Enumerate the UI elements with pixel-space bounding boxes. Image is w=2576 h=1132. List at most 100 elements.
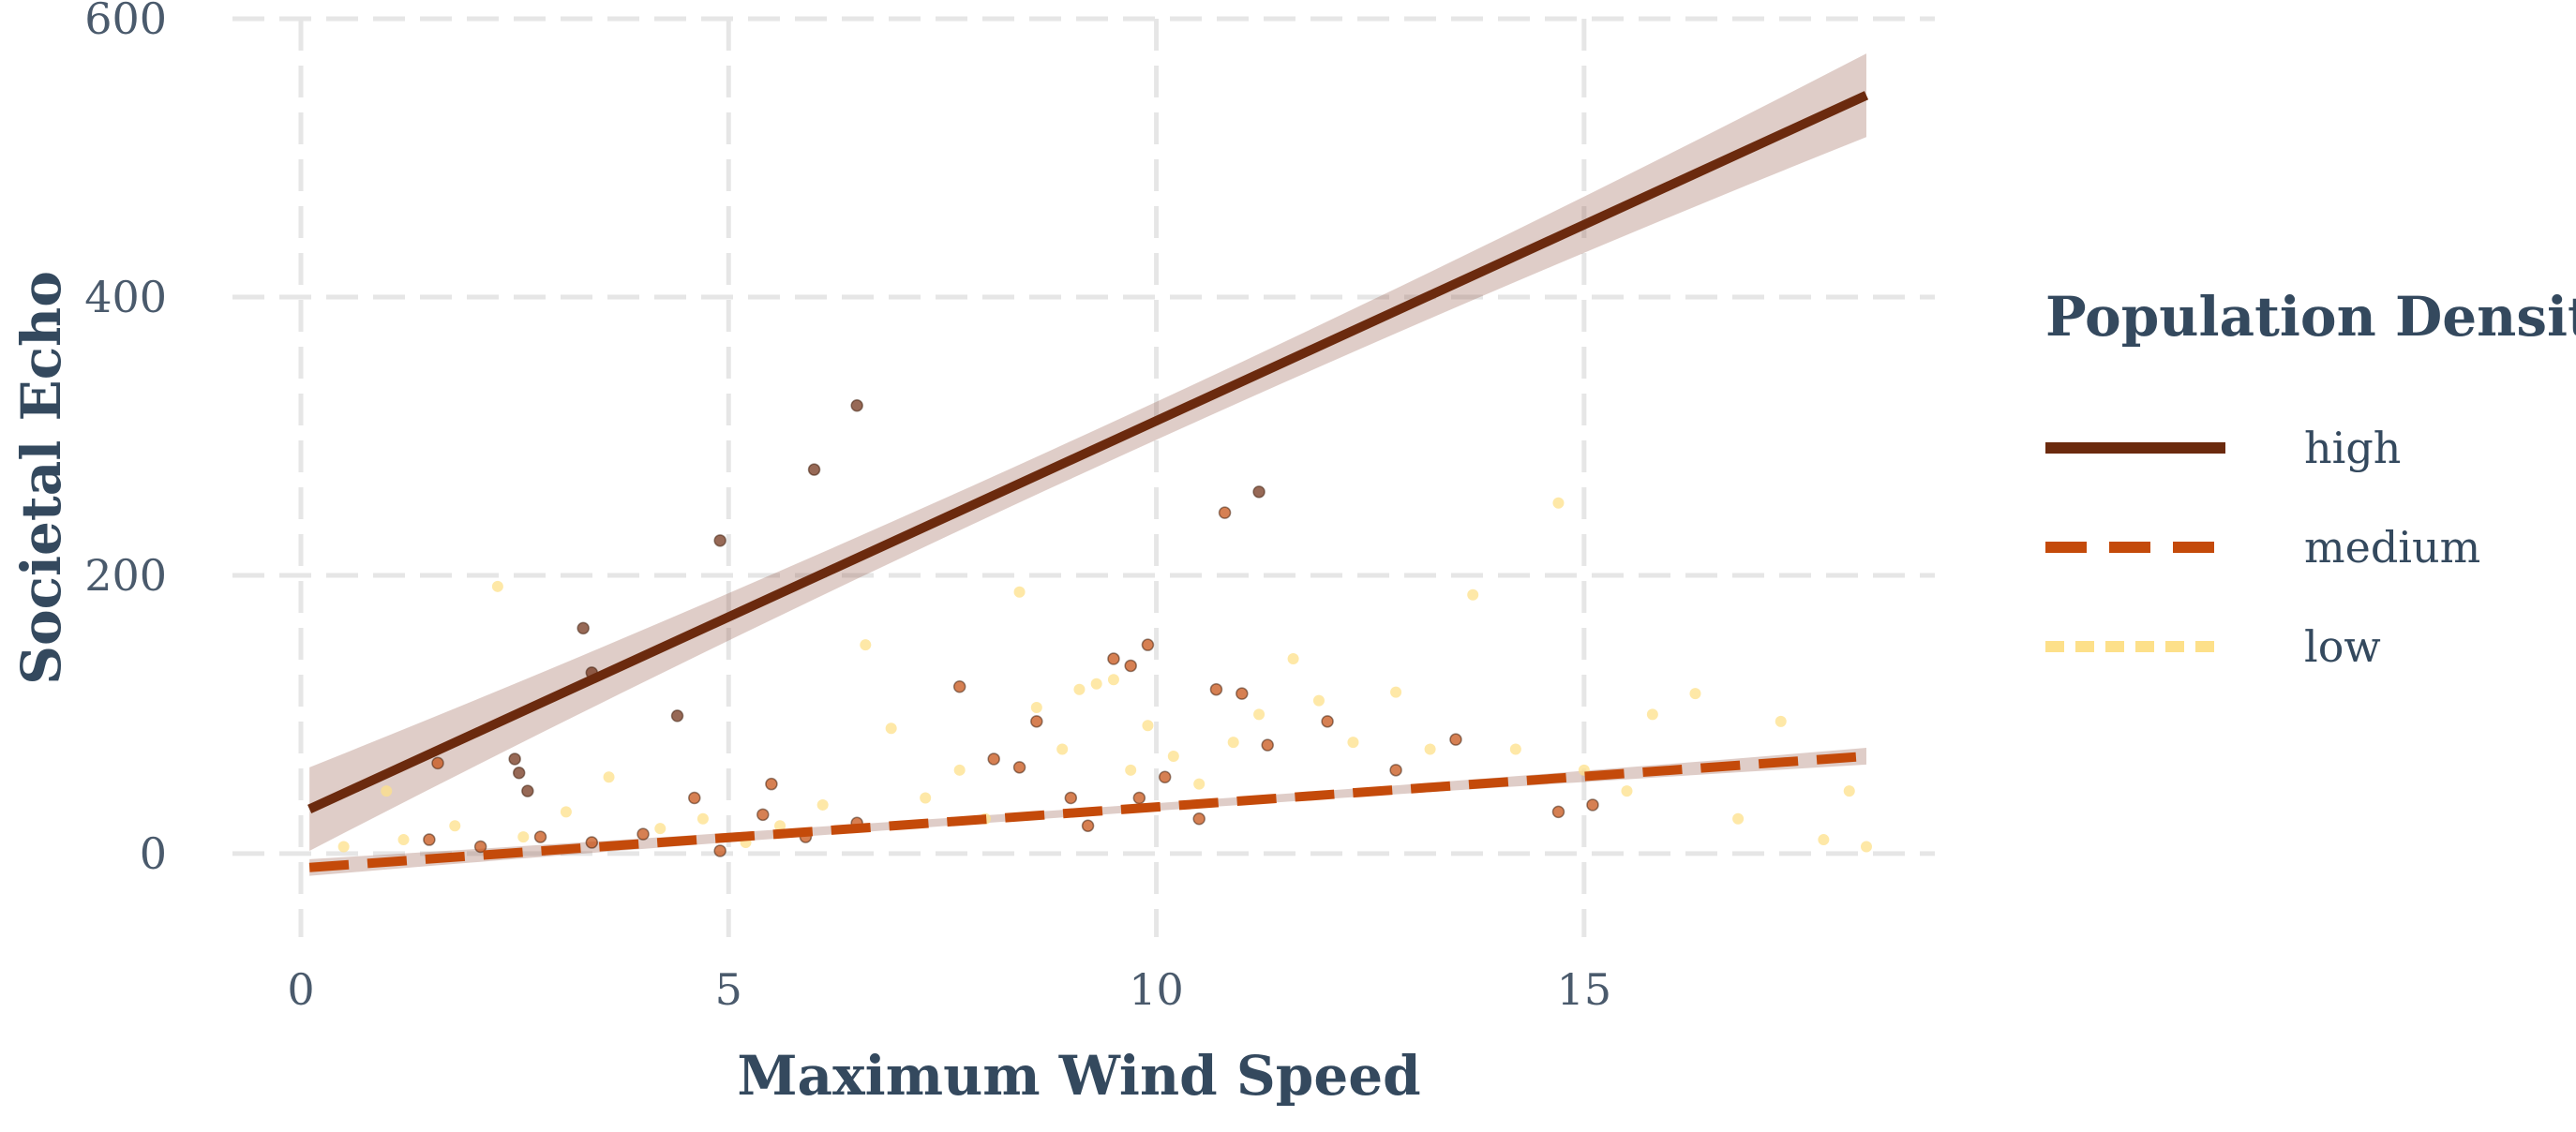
data-point-low	[337, 841, 350, 853]
data-point-low	[1732, 812, 1745, 825]
data-point-low	[920, 792, 932, 804]
trend-line-high	[307, 91, 1869, 813]
data-point-medium	[637, 827, 650, 841]
data-point-low	[517, 831, 530, 843]
data-point-high	[508, 752, 521, 766]
data-point-low	[1843, 785, 1855, 797]
data-point-medium	[1261, 738, 1274, 752]
data-point-low	[1621, 785, 1633, 797]
data-point-medium	[1158, 770, 1172, 783]
data-point-high	[577, 621, 590, 635]
data-point-low	[816, 798, 829, 811]
data-point-medium	[1586, 798, 1599, 812]
data-point-medium	[1236, 687, 1249, 700]
data-point-low	[860, 639, 872, 651]
data-point-high	[807, 463, 821, 476]
data-point-medium	[1192, 812, 1206, 826]
data-point-medium	[473, 840, 487, 854]
data-point-high	[850, 399, 863, 412]
legend-title: Population Density	[2045, 285, 2576, 349]
data-point-low	[449, 820, 461, 832]
data-point-medium	[1012, 761, 1026, 774]
data-point-medium	[713, 844, 726, 857]
legend-label-medium: medium	[2304, 522, 2480, 573]
trend-line-layer	[307, 91, 1869, 872]
x-tick-label: 5	[715, 964, 742, 1015]
y-tick-label: 400	[84, 272, 167, 322]
data-point-low	[397, 834, 410, 846]
x-tick-label: 10	[1129, 964, 1184, 1015]
data-point-low	[654, 823, 666, 835]
x-tick-label: 15	[1557, 964, 1612, 1015]
y-axis-title: Societal Echo	[9, 271, 73, 685]
legend: Population Density high medium low	[2045, 285, 2576, 672]
data-point-medium	[1209, 682, 1223, 696]
confidence-band-layer	[309, 53, 1866, 876]
data-point-high	[512, 767, 526, 780]
data-point-high	[713, 534, 726, 547]
data-point-high	[521, 784, 534, 797]
data-point-medium	[1321, 715, 1334, 728]
data-point-low	[491, 580, 503, 592]
data-point-low	[1689, 688, 1701, 700]
data-point-medium	[1389, 764, 1402, 777]
data-point-low	[1107, 674, 1119, 686]
data-point-medium	[1141, 638, 1155, 651]
data-point-medium	[1107, 652, 1120, 665]
data-point-medium	[1132, 791, 1146, 805]
data-point-medium	[756, 808, 770, 822]
data-point-medium	[1124, 659, 1137, 673]
data-point-high	[670, 709, 684, 722]
y-tick-label: 0	[140, 828, 167, 879]
data-point-medium	[1064, 791, 1078, 805]
data-point-medium	[1449, 733, 1462, 746]
data-point-low	[1860, 841, 1872, 853]
data-point-medium	[688, 791, 701, 805]
data-point-low	[1818, 834, 1830, 846]
data-point-medium	[1081, 819, 1095, 832]
data-point-low	[1646, 708, 1658, 721]
data-point-low	[953, 764, 966, 776]
data-point-medium	[431, 756, 444, 770]
data-point-low	[1287, 653, 1299, 665]
data-point-medium	[533, 830, 547, 843]
data-point-medium	[585, 836, 599, 849]
data-point-low	[885, 722, 897, 735]
data-point-low	[1090, 678, 1102, 690]
legend-label-low: low	[2304, 621, 2381, 672]
legend-label-high: high	[2304, 423, 2401, 473]
data-point-low	[1253, 708, 1266, 721]
data-point-low	[1509, 743, 1521, 755]
data-point-medium	[1218, 506, 1232, 519]
y-tick-label: 600	[84, 0, 167, 44]
data-point-low	[1775, 715, 1787, 727]
data-point-low	[1467, 588, 1479, 601]
data-point-low	[1424, 743, 1436, 755]
data-point-medium	[765, 777, 778, 791]
data-point-low	[1030, 702, 1042, 713]
data-point-medium	[987, 752, 1000, 766]
data-point-low	[381, 785, 393, 797]
data-point-low	[603, 771, 615, 783]
data-point-low	[696, 812, 709, 825]
data-point-low	[1167, 750, 1179, 762]
data-point-medium	[1551, 805, 1565, 819]
data-point-low	[1312, 694, 1325, 707]
data-point-low	[1227, 737, 1239, 749]
data-point-medium	[1030, 715, 1043, 728]
x-tick-label: 0	[287, 964, 314, 1015]
data-point-low	[1073, 683, 1086, 695]
data-point-low	[560, 806, 572, 818]
data-point-low	[1347, 737, 1359, 749]
data-point-medium	[423, 833, 436, 846]
data-point-low	[774, 820, 786, 832]
data-point-low	[1390, 686, 1402, 698]
axis-layer: 0 200 400 600 0 5 10 15	[84, 0, 1611, 1015]
data-point-low	[1056, 743, 1069, 755]
data-point-low	[1125, 764, 1137, 776]
data-point-low	[1193, 778, 1206, 790]
x-axis-title: Maximum Wind Speed	[737, 1044, 1420, 1108]
data-point-medium	[952, 679, 966, 693]
point-layer	[337, 399, 1872, 857]
